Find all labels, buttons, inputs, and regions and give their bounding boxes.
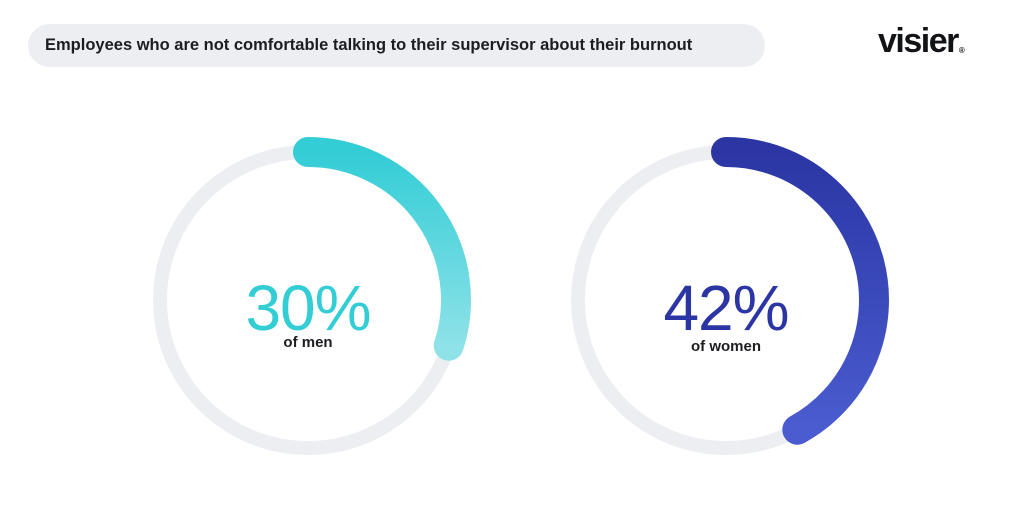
donut-chart-women: 42% of women xyxy=(566,137,889,460)
men-caption: of men xyxy=(283,334,333,351)
chart-title: Employees who are not comfortable talkin… xyxy=(28,24,765,67)
women-caption: of women xyxy=(691,338,761,355)
donut-arc-women xyxy=(711,137,889,445)
logo-registered-mark: ® xyxy=(958,46,965,55)
visier-logo: visier ® xyxy=(878,22,965,62)
women-percent-label: 42% xyxy=(663,272,789,344)
donut-men-svg xyxy=(153,137,471,455)
donut-chart-men: 30% of men xyxy=(148,137,471,460)
donut-women-svg xyxy=(571,137,889,455)
logo-text: visier xyxy=(878,22,959,60)
men-percent-label: 30% xyxy=(245,272,371,344)
donut-arc-men xyxy=(293,137,471,361)
